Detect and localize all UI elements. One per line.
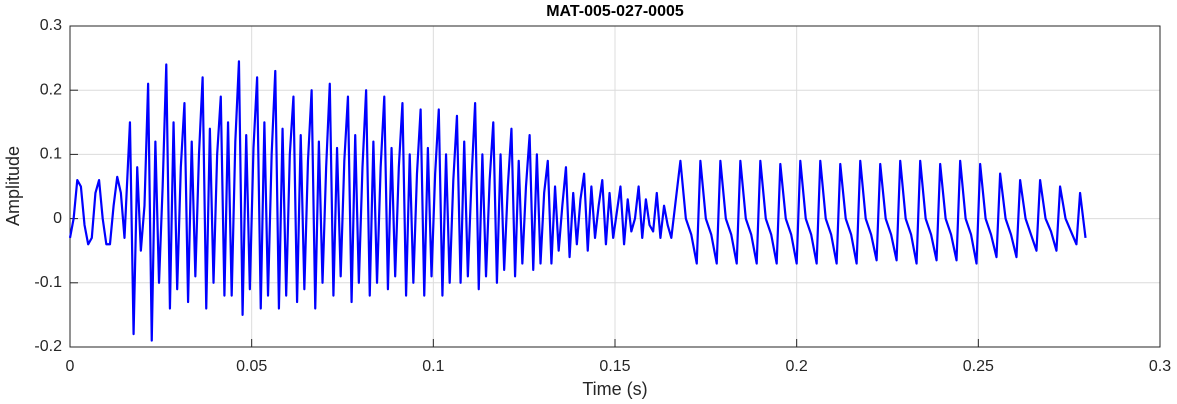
signal-line: [68, 60, 1087, 342]
y-axis-label: Amplitude: [3, 146, 23, 226]
y-tick-label: -0.1: [34, 274, 62, 291]
x-tick-label: 0.2: [786, 358, 808, 375]
y-tick-label: -0.2: [34, 338, 62, 355]
y-tick-label: 0: [53, 210, 62, 227]
x-tick-label: 0.25: [963, 358, 994, 375]
chart-title: MAT-005-027-0005: [546, 3, 684, 20]
x-tick-label: 0.05: [236, 358, 267, 375]
plot-frame: [69, 25, 1161, 348]
x-tick-label: 0.15: [599, 358, 630, 375]
x-tick-label: 0: [66, 358, 75, 375]
y-tick-label: 0.1: [40, 146, 62, 163]
x-axis-label: Time (s): [582, 379, 647, 399]
y-tick-label: 0.3: [40, 17, 62, 34]
x-tick-label: 0.1: [422, 358, 444, 375]
y-tick-label: 0.2: [40, 81, 62, 98]
x-tick-label: 0.3: [1149, 358, 1171, 375]
